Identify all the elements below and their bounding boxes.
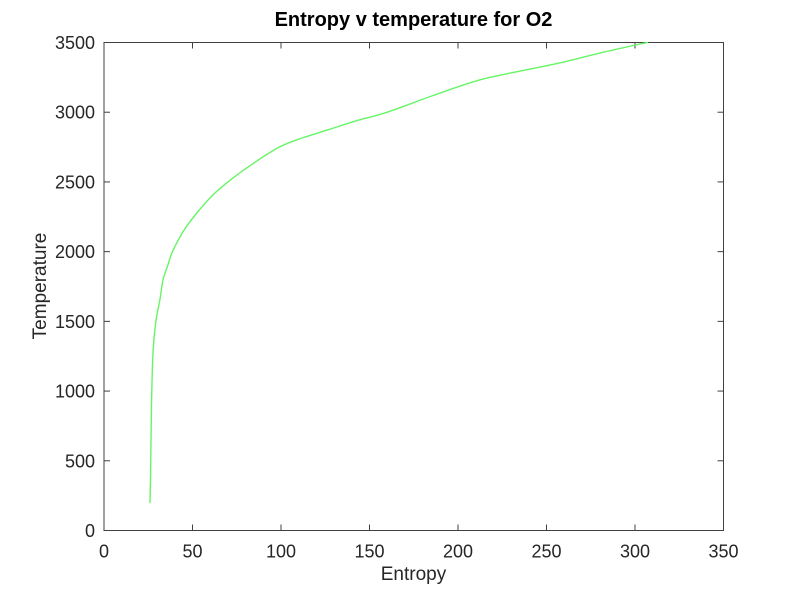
y-tick-label: 1000 [55, 382, 95, 402]
y-tick-label: 2500 [55, 172, 95, 192]
y-tick-label: 3000 [55, 103, 95, 123]
y-tick-label: 2000 [55, 242, 95, 262]
axes: 0 50 100 150 200 250 300 3500500100015002000250… [55, 33, 739, 562]
x-tick-label: 200 [443, 542, 473, 562]
plot-curve [149, 41, 649, 504]
x-tick-label: 300 [620, 542, 650, 562]
x-tick-label: 100 [266, 542, 296, 562]
plot-area [149, 41, 649, 504]
y-tick-label: 3500 [55, 33, 95, 53]
y-tick-label: 500 [65, 451, 95, 471]
x-tick-label: 250 [531, 542, 561, 562]
chart-title: Entropy v temperature for O2 [275, 9, 553, 31]
x-tick-label: 150 [354, 542, 384, 562]
y-tick-label: 1500 [55, 312, 95, 332]
x-tick-label: 350 [708, 542, 738, 562]
axes-box [103, 42, 724, 531]
x-axis-label: Entropy [381, 564, 447, 585]
y-axis-label: Temperature [30, 233, 51, 340]
y-tick-label: 0 [85, 521, 95, 541]
x-tick-label: 50 [182, 542, 202, 562]
x-tick-label: 0 [99, 542, 109, 562]
